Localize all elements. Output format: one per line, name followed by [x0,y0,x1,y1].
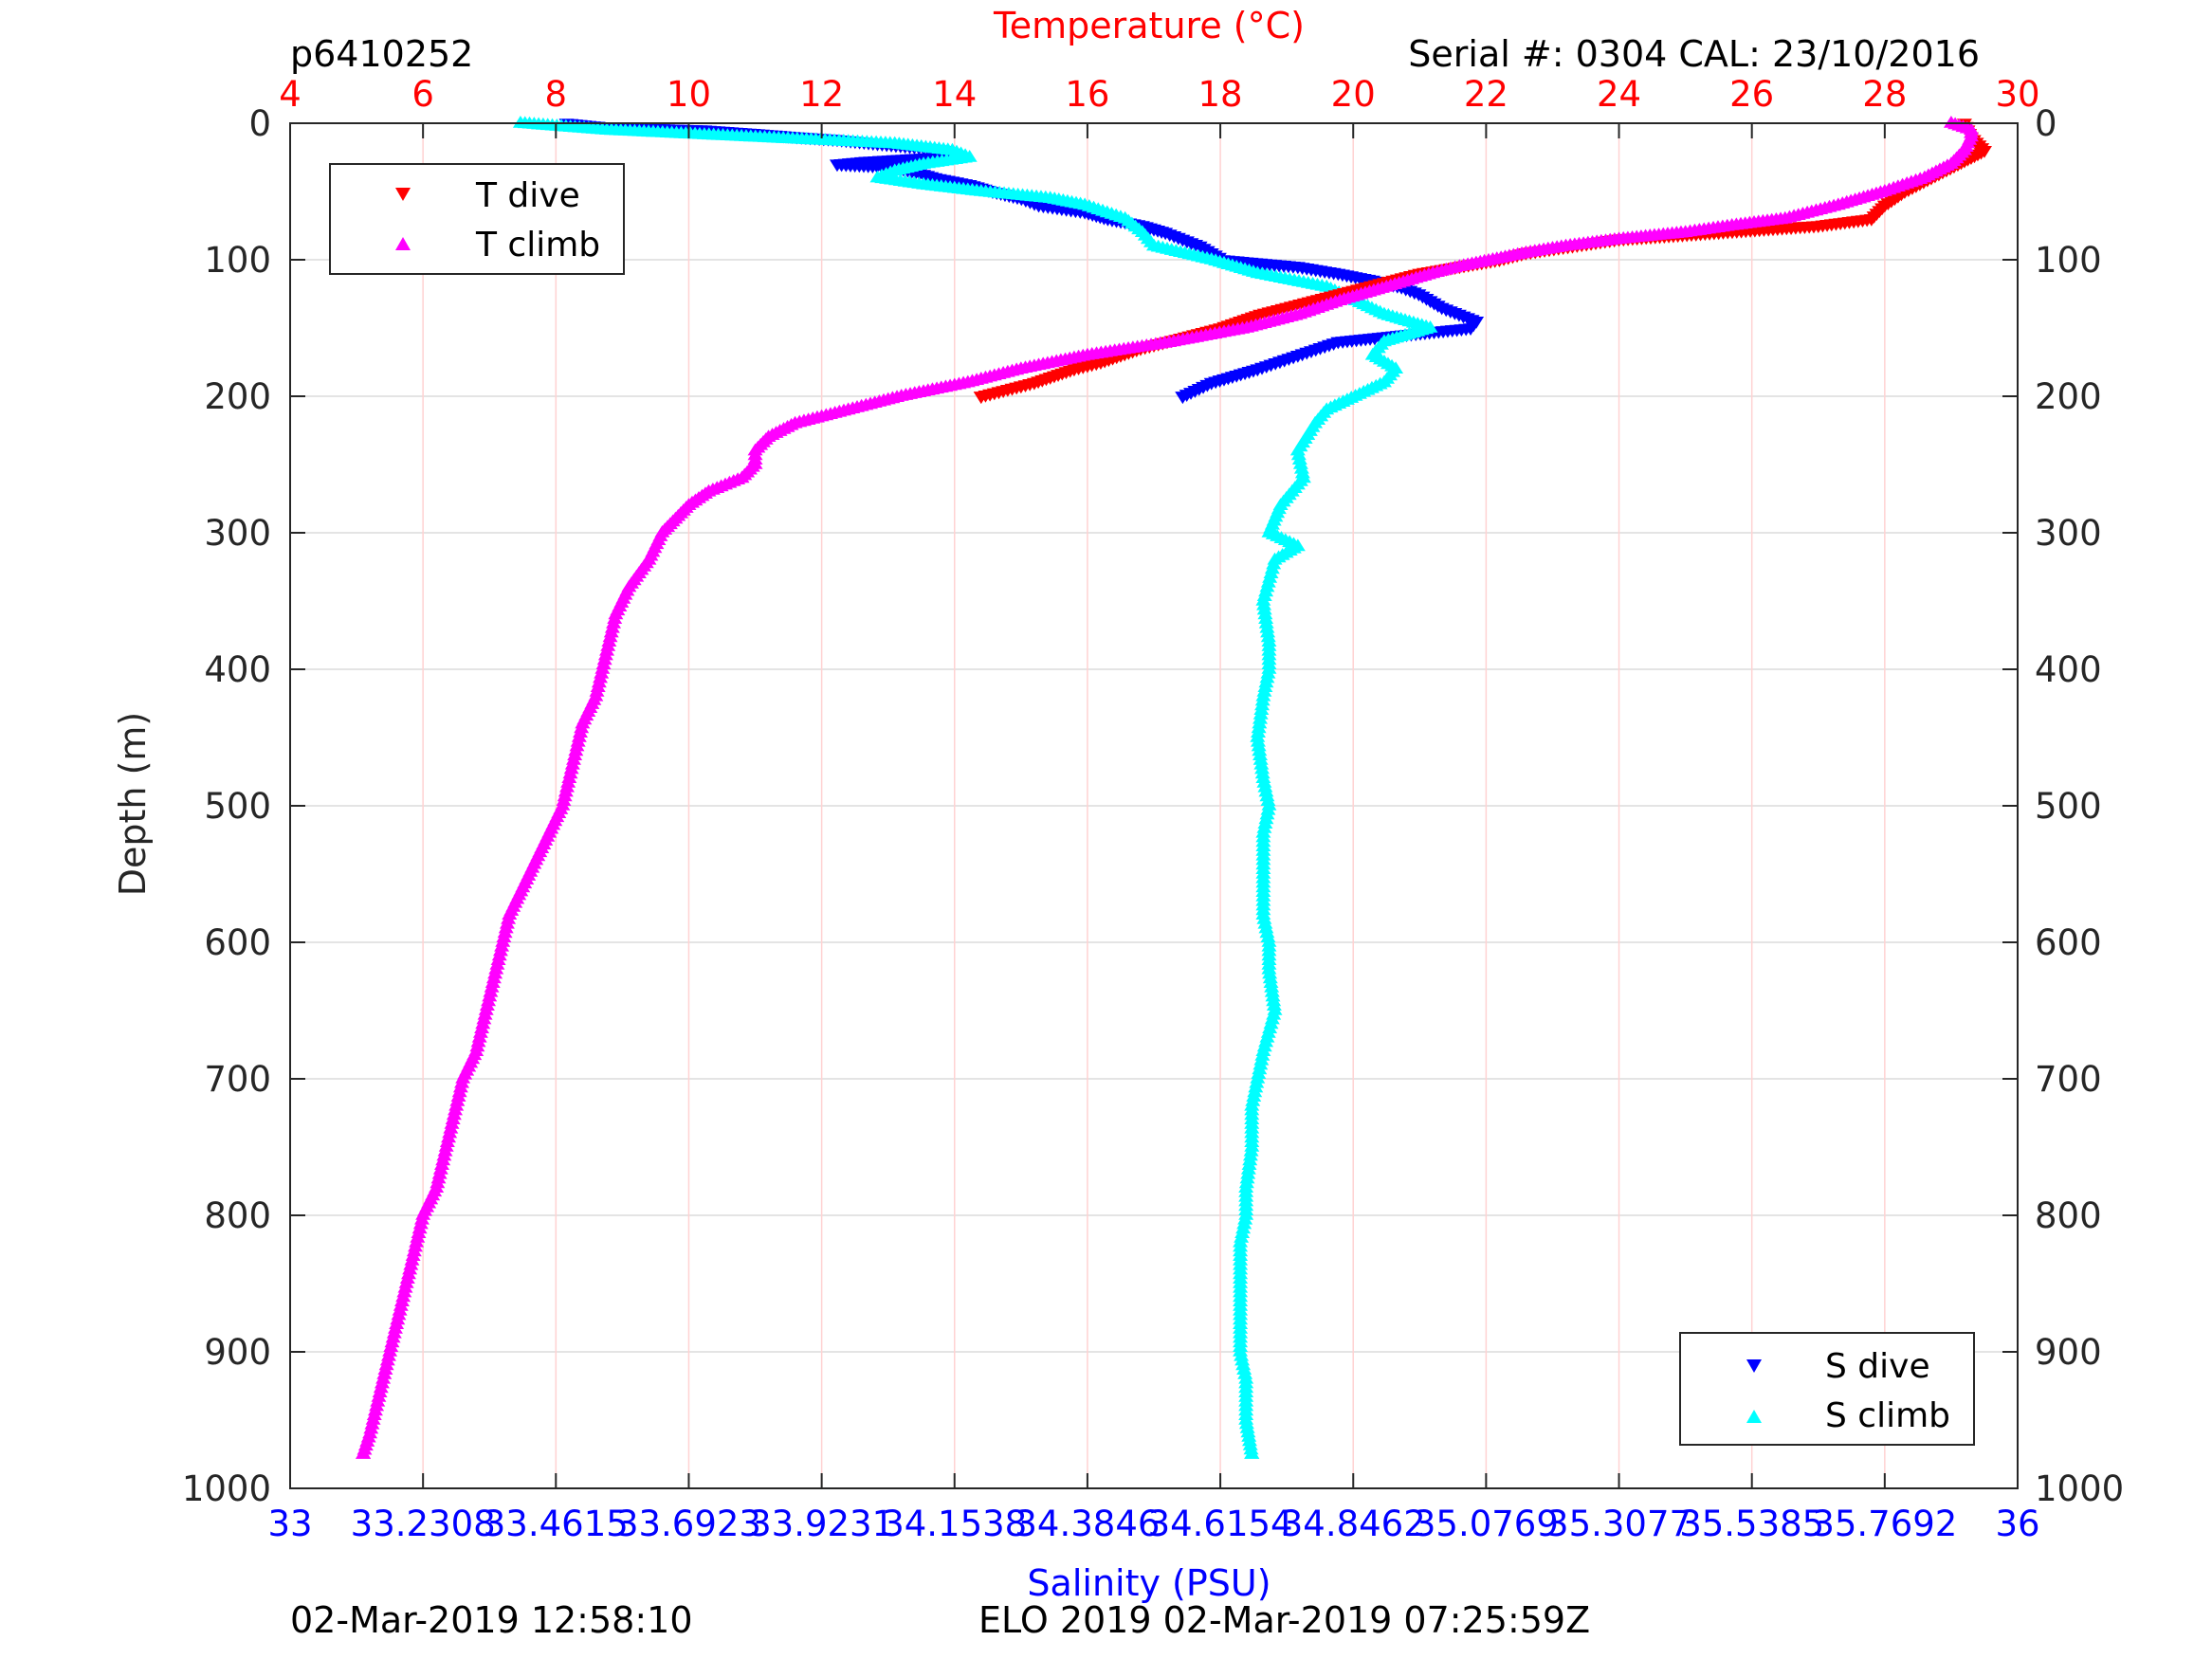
series-s-climb [512,116,1438,1459]
data-point-t-climb [356,1447,372,1459]
legend-temperature-box [329,163,625,275]
footer-mission-label: ELO 2019 02-Mar-2019 07:25:59Z [978,1599,1590,1641]
temperature-tick-label: 24 [1597,74,1641,115]
legend-salinity: S dive S climb [1679,1332,1975,1446]
salinity-tick-label: 34.1538 [882,1504,1027,1544]
depth-tick-label: 500 [204,786,271,827]
temperature-tick-label: 20 [1331,74,1376,115]
depth-tick-label-right: 100 [2035,240,2102,281]
legend-t-dive-marker [395,188,411,201]
depth-tick-label-right: 600 [2035,922,2102,963]
temperature-tick-label: 18 [1198,74,1243,115]
salinity-tick-label: 36 [1995,1504,2039,1544]
salinity-tick-label: 33.4615 [484,1504,629,1544]
temperature-tick-label: 10 [667,74,711,115]
depth-tick-label: 400 [204,649,271,690]
depth-tick-label: 300 [204,513,271,554]
series-t-climb [356,116,1979,1459]
salinity-tick-label: 33.2308 [351,1504,496,1544]
legend-temperature: T dive T climb [329,163,625,275]
depth-tick-label: 0 [248,103,271,144]
legend-t-climb-marker [395,237,411,250]
legend-s-dive-label: S dive [1825,1347,1930,1386]
depth-tick-label-right: 800 [2035,1195,2102,1236]
grid [290,123,2018,1488]
temperature-tick-label: 12 [799,74,844,115]
legend-t-climb-label: T climb [475,226,600,264]
depth-axis-title: Depth (m) [112,712,154,897]
depth-tick-label-right: 500 [2035,786,2102,827]
data-series [356,116,1992,1459]
salinity-tick-label: 34.3846 [1015,1504,1160,1544]
depth-tick-label-right: 400 [2035,649,2102,690]
legend-s-dive-marker [1746,1359,1762,1373]
legend-t-dive-label: T dive [475,176,580,215]
depth-tick-label: 800 [204,1195,271,1236]
axis-ticks: 0 0 100 100 200 200 300 300 400 400 500 500 600 600 70… [182,74,2124,1544]
depth-tick-label-right: 300 [2035,513,2102,554]
data-point-s-dive [1175,392,1191,404]
salinity-tick-label: 35.0769 [1414,1504,1559,1544]
depth-tick-label: 600 [204,922,271,963]
profile-id: p6410252 [290,33,473,75]
footer-timestamp: 02-Mar-2019 12:58:10 [290,1599,693,1641]
depth-tick-label-right: 200 [2035,376,2102,417]
temperature-tick-label: 14 [932,74,977,115]
depth-tick-label: 700 [204,1059,271,1100]
salinity-tick-label: 35.3077 [1546,1504,1691,1544]
temperature-tick-label: 4 [279,74,302,115]
legend-salinity-box [1679,1332,1975,1446]
legend-s-climb-label: S climb [1825,1396,1950,1435]
salinity-tick-label: 35.7692 [1812,1504,1957,1544]
temperature-tick-label: 30 [1995,74,2039,115]
salinity-tick-label: 35.5385 [1679,1504,1824,1544]
depth-tick-label: 1000 [182,1468,271,1509]
temperature-tick-label: 22 [1464,74,1508,115]
depth-tick-label: 100 [204,240,271,281]
temperature-tick-label: 8 [545,74,568,115]
data-point-s-climb [1244,1447,1260,1459]
temperature-tick-label: 16 [1065,74,1109,115]
salinity-tick-label: 34.8462 [1281,1504,1426,1544]
temperature-tick-label: 28 [1862,74,1907,115]
depth-tick-label-right: 700 [2035,1059,2102,1100]
salinity-tick-label: 33 [267,1504,312,1544]
depth-tick-label: 200 [204,376,271,417]
depth-tick-label-right: 900 [2035,1332,2102,1373]
depth-tick-label: 900 [204,1332,271,1373]
legend-s-climb-marker [1746,1410,1762,1423]
data-point-t-dive [973,392,989,404]
serial-calibration-label: Serial #: 0304 CAL: 23/10/2016 [1408,33,1980,75]
depth-tick-label-right: 1000 [2035,1468,2124,1509]
salinity-axis-title: Salinity (PSU) [1027,1562,1271,1604]
temperature-tick-label: 6 [411,74,434,115]
salinity-tick-label: 33.6923 [616,1504,761,1544]
depth-tick-label-right: 0 [2035,103,2057,144]
temperature-tick-label: 26 [1729,74,1774,115]
salinity-tick-label: 34.6154 [1148,1504,1293,1544]
salinity-tick-label: 33.9231 [749,1504,894,1544]
temperature-axis-title: Temperature (°C) [993,5,1305,46]
